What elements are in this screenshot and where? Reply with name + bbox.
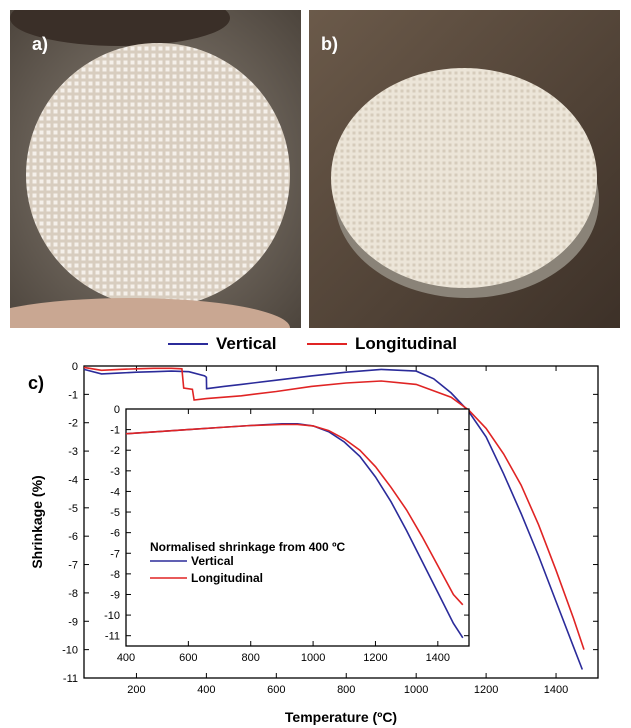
scaffold-disc-b: [331, 68, 597, 288]
inset-ytick-label: -6: [110, 528, 120, 540]
main-ytick-label: -10: [62, 645, 78, 657]
main-ytick-label: -5: [68, 503, 78, 515]
inset-xtick-label: 400: [117, 652, 135, 664]
panel-label-c: c): [28, 373, 45, 393]
inset-ytick-label: -2: [110, 445, 120, 457]
inset-ytick-label: -7: [110, 548, 120, 560]
legend-item-longitudinal: Longitudinal: [307, 334, 457, 354]
main-ytick-label: 0: [72, 361, 78, 373]
photo-a-drawing: [10, 10, 301, 328]
photo-b: b): [309, 10, 620, 328]
main-xtick-label: 1200: [474, 684, 498, 696]
main-ytick-label: -8: [68, 588, 78, 600]
inset-xtick-label: 1400: [426, 652, 450, 664]
main-xtick-label: 600: [267, 684, 285, 696]
inset-ytick-label: -10: [104, 610, 120, 622]
main-ytick-label: -7: [68, 560, 78, 572]
photo-b-drawing: [309, 10, 620, 328]
inset-ytick-label: -1: [110, 425, 120, 437]
inset-ytick-label: -3: [110, 466, 120, 478]
x-axis-title: Temperature (ºC): [285, 709, 397, 725]
inset-ytick-label: -4: [110, 486, 120, 498]
inset-ytick-label: -9: [110, 589, 120, 601]
main-ytick-label: -11: [63, 673, 78, 685]
main-frame: [83, 365, 599, 679]
inset-xtick-label: 1200: [363, 652, 387, 664]
legend-item-vertical: Vertical: [168, 334, 277, 354]
inset-legend: Normalised shrinkage from 400 ºCVertical…: [150, 540, 345, 585]
main-xtick-label: 200: [127, 684, 145, 696]
inset-xtick-label: 800: [242, 652, 260, 664]
main-xtick-label: 1400: [544, 684, 568, 696]
panel-label-b: b): [321, 34, 338, 54]
inset-ytick-label: -11: [105, 631, 120, 643]
inset-ytick-label: 0: [114, 404, 120, 416]
inset-legend-label-vertical: Vertical: [191, 554, 234, 568]
inset-frame: [125, 408, 470, 647]
main-ytick-label: -3: [68, 446, 78, 458]
legend-label-vertical: Vertical: [216, 334, 277, 353]
inset-ytick-label: -5: [110, 507, 120, 519]
chart-legend: Vertical Longitudinal: [0, 334, 631, 360]
inset-xtick-label: 1000: [301, 652, 325, 664]
photo-a: a): [10, 10, 301, 328]
main-xtick-label: 400: [197, 684, 215, 696]
main-xtick-label: 1000: [404, 684, 428, 696]
main-xtick-label: 800: [337, 684, 355, 696]
inset-legend-title: Normalised shrinkage from 400 ºC: [150, 540, 345, 554]
main-series-longitudinal: [83, 366, 585, 650]
main-ytick-label: -2: [68, 418, 78, 430]
inset-plot-area: [126, 409, 469, 646]
inset-ytick-label: -8: [110, 569, 120, 581]
main-ytick-label: -6: [68, 531, 78, 543]
inset-series-longitudinal: [125, 423, 464, 606]
main-series-vertical: [83, 368, 584, 670]
legend-label-longitudinal: Longitudinal: [355, 334, 457, 353]
main-ytick-label: -9: [68, 616, 78, 628]
main-ytick-label: -1: [68, 389, 78, 401]
panel-label-a: a): [32, 34, 49, 54]
main-ytick-label: -4: [68, 474, 78, 486]
legend-swatch-longitudinal: [307, 343, 347, 345]
inset-xtick-label: 600: [179, 652, 197, 664]
legend-swatch-vertical: [168, 343, 208, 345]
inset-legend-label-longitudinal: Longitudinal: [191, 571, 263, 585]
scaffold-disc-a: [26, 43, 290, 307]
y-axis-title: Shrinkage (%): [29, 475, 45, 568]
